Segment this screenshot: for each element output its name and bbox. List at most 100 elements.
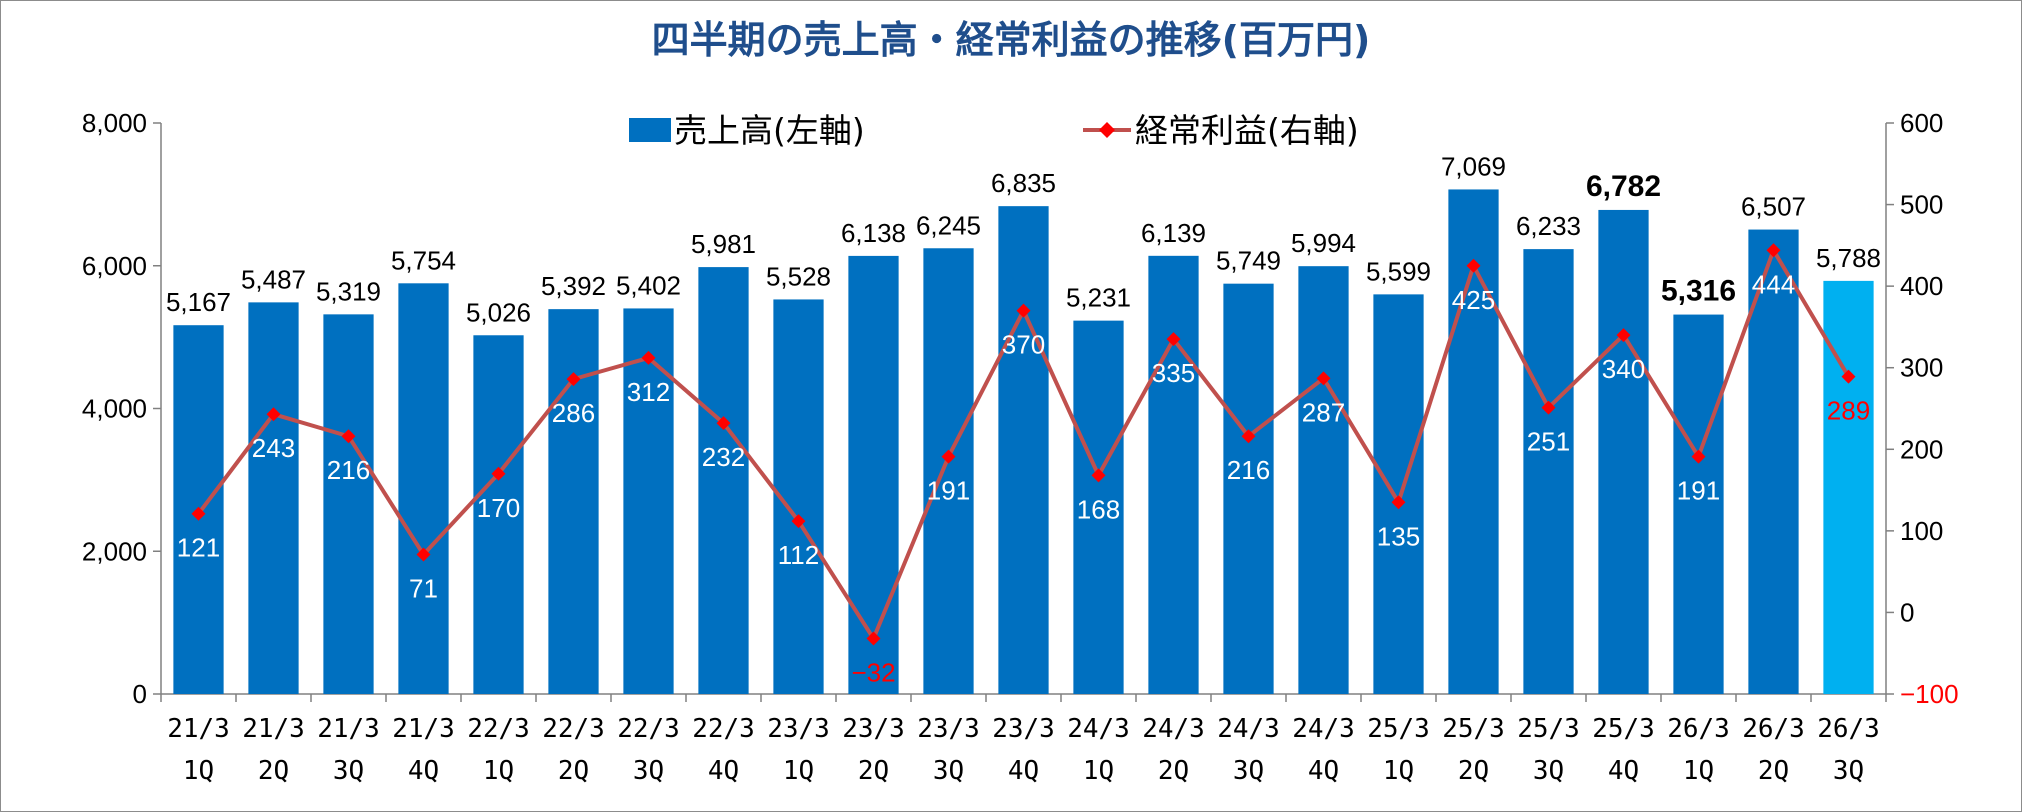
sales-bar <box>548 309 599 694</box>
x-label-quarter: 3Q <box>333 756 364 786</box>
profit-value-label: 121 <box>177 533 220 563</box>
left-tick-label: 8,000 <box>82 108 147 138</box>
x-label-year: 24/3 <box>1067 714 1130 744</box>
sales-bar <box>1523 249 1574 694</box>
profit-marker <box>1541 400 1556 415</box>
profit-value-label: 71 <box>409 574 438 604</box>
sales-bar <box>1073 320 1124 694</box>
sales-value-label: 5,788 <box>1816 243 1881 273</box>
profit-value-label: 312 <box>627 377 670 407</box>
x-label-year: 23/3 <box>992 714 1055 744</box>
x-label-year: 25/3 <box>1517 714 1580 744</box>
x-label-quarter: 3Q <box>933 756 964 786</box>
right-tick-label: −100 <box>1900 679 1959 709</box>
profit-marker <box>1016 303 1031 318</box>
sales-value-label: 7,069 <box>1441 151 1506 181</box>
profit-marker <box>866 631 881 646</box>
x-label-quarter: 1Q <box>1083 756 1114 786</box>
profit-value-label: 444 <box>1752 269 1795 299</box>
profit-value-label: −32 <box>851 658 895 688</box>
profit-marker <box>716 416 731 431</box>
legend-marker-icon <box>1099 122 1115 138</box>
left-tick-label: 2,000 <box>82 536 147 566</box>
x-label-year: 24/3 <box>1217 714 1280 744</box>
sales-value-label: 5,528 <box>766 261 831 291</box>
x-label-year: 26/3 <box>1742 714 1805 744</box>
profit-marker <box>416 547 431 562</box>
x-label-year: 21/3 <box>167 714 230 744</box>
sales-bar <box>1298 266 1349 694</box>
x-label-quarter: 3Q <box>633 756 664 786</box>
legend: 売上高(左軸) 経常利益(右軸) <box>629 111 1359 150</box>
profit-marker <box>1241 429 1256 444</box>
sales-bar <box>923 248 974 694</box>
legend-sales-label: 売上高(左軸) <box>674 111 865 150</box>
left-tick-label: 4,000 <box>82 394 147 424</box>
sales-value-label: 6,245 <box>916 210 981 240</box>
left-tick-label: 6,000 <box>82 251 147 281</box>
sales-bar <box>323 314 374 694</box>
profit-value-label: 370 <box>1002 330 1045 360</box>
x-label-year: 21/3 <box>392 714 455 744</box>
profit-marker <box>1091 468 1106 483</box>
profit-value-label: 335 <box>1152 358 1195 388</box>
profit-marker <box>266 407 281 422</box>
x-label-quarter: 2Q <box>858 756 889 786</box>
sales-value-label: 6,782 <box>1586 170 1661 203</box>
x-label-quarter: 1Q <box>1383 756 1414 786</box>
sales-value-label: 5,487 <box>241 264 306 294</box>
x-label-year: 26/3 <box>1817 714 1880 744</box>
x-label-year: 22/3 <box>542 714 605 744</box>
sales-bar <box>1823 280 1874 694</box>
sales-bar <box>473 335 524 694</box>
x-label-year: 22/3 <box>467 714 530 744</box>
profit-marker <box>491 466 506 481</box>
right-tick-label: 500 <box>1900 190 1943 220</box>
x-label-quarter: 1Q <box>183 756 214 786</box>
x-label-quarter: 3Q <box>1233 756 1264 786</box>
sales-bar <box>1598 209 1649 694</box>
data-labels: 5,167 5,487 5,319 5,754 5,026 5,392 5,402 5,981… <box>166 151 1881 687</box>
profit-marker <box>1841 369 1856 384</box>
x-label-year: 25/3 <box>1442 714 1505 744</box>
sales-value-label: 6,139 <box>1141 218 1206 248</box>
x-label-quarter: 3Q <box>1833 756 1864 786</box>
sales-value-label: 5,026 <box>466 297 531 327</box>
x-label-year: 22/3 <box>617 714 680 744</box>
right-tick-label: 400 <box>1900 271 1943 301</box>
profit-marker <box>191 506 206 521</box>
legend-profit-label: 経常利益(右軸) <box>1135 111 1359 150</box>
x-label-year: 21/3 <box>242 714 305 744</box>
x-label-quarter: 2Q <box>558 756 589 786</box>
sales-value-label: 6,507 <box>1741 192 1806 222</box>
sales-value-label: 5,319 <box>316 276 381 306</box>
x-label-quarter: 4Q <box>408 756 439 786</box>
profit-line <box>191 243 1856 646</box>
sales-value-label: 5,599 <box>1366 256 1431 286</box>
profit-marker <box>1166 332 1181 347</box>
x-label-year: 24/3 <box>1292 714 1355 744</box>
x-label-quarter: 4Q <box>1308 756 1339 786</box>
profit-marker <box>1391 495 1406 510</box>
axes: 0 2,000 4,000 6,000 8,000 −100 0 100 200 300 400 50… <box>82 108 1959 786</box>
x-label-quarter: 1Q <box>1683 756 1714 786</box>
x-label-quarter: 4Q <box>1608 756 1639 786</box>
legend-bar-swatch <box>629 118 671 142</box>
x-label-quarter: 3Q <box>1533 756 1564 786</box>
profit-value-label: 216 <box>1227 455 1270 485</box>
profit-value-label: 232 <box>702 442 745 472</box>
sales-value-label: 5,316 <box>1661 275 1736 308</box>
sales-bar <box>1673 314 1724 694</box>
x-label-year: 21/3 <box>317 714 380 744</box>
x-label-year: 24/3 <box>1142 714 1205 744</box>
profit-marker <box>1616 328 1631 343</box>
right-tick-label: 300 <box>1900 353 1943 383</box>
sales-bar <box>1148 255 1199 695</box>
profit-value-label: 251 <box>1527 427 1570 457</box>
x-label-quarter: 2Q <box>258 756 289 786</box>
sales-value-label: 6,233 <box>1516 211 1581 241</box>
profit-value-label: 243 <box>252 433 295 463</box>
x-label-year: 23/3 <box>767 714 830 744</box>
bars <box>173 189 1874 695</box>
